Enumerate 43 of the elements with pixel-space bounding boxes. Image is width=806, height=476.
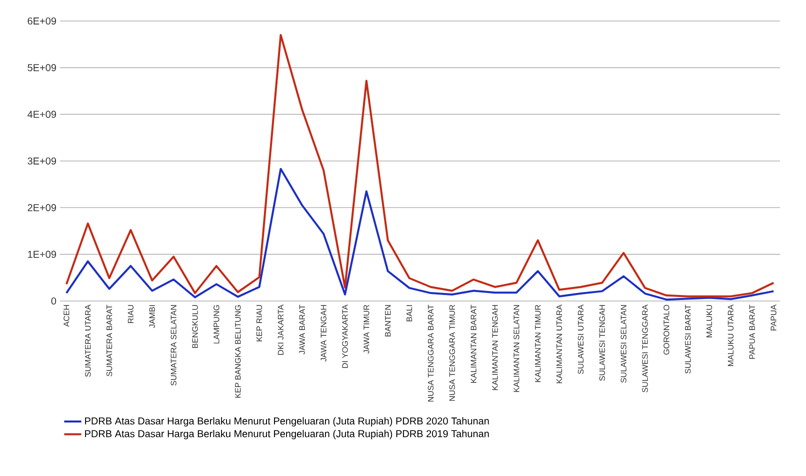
x-tick-label: SULAWESI BARAT	[685, 304, 691, 374]
legend-label: PDRB Atas Dasar Harga Berlaku Menurut Pengeluaran (Juta Rupiah) PDRB 2019 Tahunan	[85, 430, 489, 440]
x-tick-label: KALIMANTAN TIMUR	[535, 304, 541, 382]
y-tick-label: 6E+09	[28, 17, 56, 25]
x-tick-label: JAWA TENGAH	[320, 305, 326, 362]
x-tick-label: SUMATERA BARAT	[106, 304, 112, 376]
x-tick-label: KALIMANTAN TENGAH	[492, 305, 498, 390]
x-tick-label: KEP BANGKA BELITUNG	[235, 305, 241, 398]
x-tick-label: KEP RIAU	[256, 305, 262, 342]
x-tick-label: JAWA TIMUR	[364, 304, 370, 354]
x-tick-label: JAMBI	[149, 305, 155, 328]
x-tick-label: KALIMANTAN UTARA	[556, 304, 562, 384]
x-tick-label: ACEH	[64, 305, 70, 327]
x-tick-label: DKI JAKARTA	[278, 304, 284, 355]
x-tick-label: PAPUA	[770, 304, 776, 330]
x-tick-label: GORONTALO	[664, 304, 670, 355]
x-tick-label: SULAWESI TENGAH	[599, 305, 605, 381]
x-tick-label: MALUKU UTARA	[728, 304, 734, 366]
x-tick-label: NUSA TENGGARA BARAT	[428, 304, 434, 402]
x-tick-label: KALIMANTAN SELATAN	[514, 305, 520, 392]
x-tick-label: SUMATERA UTARA	[85, 304, 91, 377]
y-tick-label: 1E+09	[28, 250, 56, 258]
x-tick-label: PAPUA BARAT	[749, 304, 755, 359]
x-tick-label: JAWA BARAT	[299, 304, 305, 354]
x-tick-label: BALI	[406, 305, 412, 322]
y-tick-label: 3E+09	[28, 157, 56, 165]
x-tick-label: SULAWESI UTARA	[578, 304, 584, 374]
x-tick-label: MALUKU	[706, 305, 712, 338]
x-tick-label: BENGKULU	[192, 305, 198, 348]
x-tick-label: LAMPUNG	[214, 305, 220, 344]
x-tick-label: KALIMANTAN BARAT	[470, 304, 476, 383]
x-tick-label: SUMATERA SELATAN	[170, 305, 176, 386]
x-tick-label: BANTEN	[385, 305, 391, 336]
x-tick-label: RIAU	[128, 305, 134, 323]
x-tick-label: NUSA TENGGARA TIMUR	[449, 304, 455, 401]
y-tick-label: 0	[51, 297, 56, 305]
y-tick-label: 5E+09	[28, 64, 56, 72]
y-tick-label: 4E+09	[28, 110, 56, 118]
legend-label: PDRB Atas Dasar Harga Berlaku Menurut Pengeluaran (Juta Rupiah) PDRB 2020 Tahunan	[85, 417, 489, 426]
x-tick-label: SULAWESI SELATAN	[620, 305, 626, 383]
x-tick-label: DI YOGYAKARTA	[342, 304, 348, 368]
y-tick-label: 2E+09	[28, 204, 56, 212]
x-tick-label: SULAWESI TENGGARA	[642, 304, 648, 392]
